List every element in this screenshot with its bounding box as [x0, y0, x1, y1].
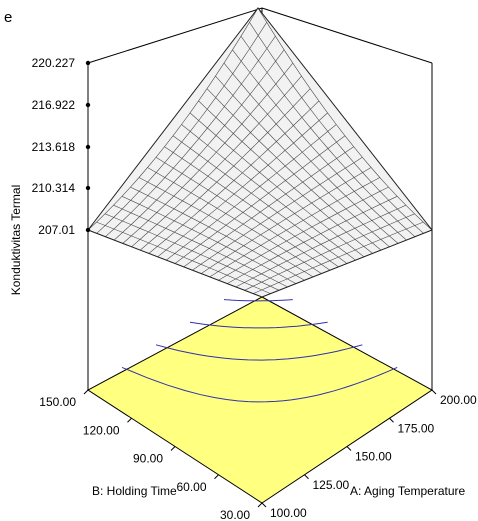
- x-tick-mark: [261, 502, 267, 508]
- x-axis-label: A: Aging Temperature: [350, 484, 466, 498]
- mesh-line: [174, 135, 346, 264]
- surface-fill: [88, 8, 432, 297]
- z-tick-label: 207.01: [38, 223, 75, 237]
- z-tick-label: 220.227: [32, 56, 76, 70]
- x-tick-label: 100.00: [270, 506, 307, 520]
- z-tick-mark: [85, 185, 91, 191]
- z-tick-mark: [85, 60, 91, 66]
- top-back-left-edge: [87, 7, 263, 64]
- panel-label: e: [4, 9, 12, 26]
- y-tick-mark: [214, 474, 219, 480]
- x-tick-mark: [346, 446, 352, 451]
- mesh-line: [189, 112, 365, 258]
- z-tick-label: 213.618: [32, 140, 76, 154]
- x-tick-label: 150.00: [355, 450, 392, 464]
- y-tick-label: 60.00: [176, 480, 206, 494]
- x-tick-mark: [304, 474, 309, 480]
- mesh-line: [240, 36, 416, 237]
- y-axis-ticks: 30.00 60.00 90.00 120.00 150.00: [39, 389, 263, 521]
- mesh-line: [131, 75, 302, 248]
- mesh-line: [181, 124, 356, 261]
- y-tick-label: 150.00: [39, 395, 76, 409]
- mesh-line: [198, 100, 373, 254]
- mesh-line: [113, 49, 285, 241]
- contour-line: [121, 366, 398, 403]
- mesh-line: [140, 88, 311, 251]
- z-tick-mark: [85, 144, 91, 150]
- z-tick-label: 210.314: [32, 181, 76, 195]
- x-axis-ticks: 100.00 125.00 150.00 175.00 200.00: [261, 389, 477, 520]
- contour-floor: [87, 296, 433, 504]
- y-tick-mark: [83, 389, 89, 395]
- y-tick-mark: [170, 446, 176, 451]
- contour-line: [155, 344, 363, 361]
- contour-line: [223, 299, 293, 302]
- mesh-line: [148, 100, 320, 254]
- x-tick-label: 125.00: [313, 478, 350, 492]
- response-surface: [87, 7, 433, 298]
- y-tick-label: 90.00: [133, 452, 163, 466]
- mesh-line: [87, 7, 259, 231]
- mesh-line: [206, 88, 382, 251]
- mesh-line: [122, 62, 294, 244]
- y-tick-label: 30.00: [220, 508, 250, 521]
- y-axis-label: B: Holding Time: [92, 484, 177, 498]
- mesh-line: [105, 36, 276, 237]
- mesh-line: [157, 112, 328, 258]
- mesh-line: [249, 22, 424, 234]
- contour-line: [189, 321, 328, 329]
- z-axis-label: Konduktivitas Termal: [9, 185, 23, 296]
- x-tick-mark: [389, 417, 394, 423]
- z-axis-ticks: 207.01 210.314 213.618 216.922 220.227: [32, 56, 91, 237]
- mesh-line: [232, 49, 407, 241]
- mesh-line: [223, 62, 399, 244]
- z-tick-mark: [85, 102, 91, 108]
- x-tick-label: 175.00: [398, 421, 435, 435]
- y-tick-mark: [127, 417, 132, 423]
- z-tick-mark: [85, 227, 91, 233]
- surface-outline: [87, 7, 433, 298]
- y-tick-mark: [257, 502, 263, 508]
- z-tick-label: 216.922: [32, 98, 76, 112]
- mesh-line: [257, 7, 433, 231]
- mesh-line: [96, 22, 267, 234]
- x-tick-label: 200.00: [440, 393, 477, 407]
- y-tick-label: 120.00: [83, 423, 120, 437]
- mesh-line: [166, 124, 337, 261]
- mesh-line: [215, 75, 390, 248]
- top-back-right-edge: [261, 7, 433, 64]
- x-tick-mark: [431, 389, 437, 395]
